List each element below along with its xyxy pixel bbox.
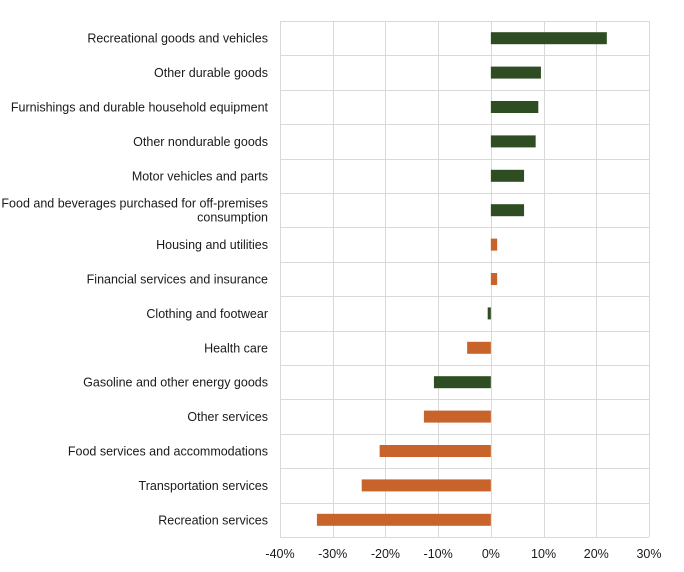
category-label: Food services and accommodations <box>68 445 268 459</box>
category-label: consumption <box>197 211 268 225</box>
category-label: Clothing and footwear <box>146 307 268 321</box>
gridlines <box>280 21 650 538</box>
category-label: Motor vehicles and parts <box>132 169 268 183</box>
x-tick-label: -40% <box>265 547 294 561</box>
category-label: Recreation services <box>158 513 268 527</box>
x-tick-label: 0% <box>482 547 500 561</box>
category-label: Financial services and insurance <box>87 273 268 287</box>
category-label: Transportation services <box>139 479 268 493</box>
x-tick-label: 30% <box>636 547 661 561</box>
bar <box>490 204 525 217</box>
bars <box>316 32 607 526</box>
bar <box>490 66 541 79</box>
bar <box>423 410 491 423</box>
category-labels: Recreational goods and vehicles Other dur… <box>1 32 268 528</box>
category-label: Other nondurable goods <box>133 135 268 149</box>
bar <box>490 101 539 113</box>
bar <box>467 341 491 354</box>
bar <box>490 32 607 45</box>
bar <box>490 238 498 251</box>
bar <box>490 169 525 182</box>
x-tick-label: 10% <box>531 547 556 561</box>
bar <box>490 135 536 148</box>
x-tick-label: 20% <box>584 547 609 561</box>
x-tick-label: -30% <box>318 547 347 561</box>
x-tick-label: -20% <box>371 547 400 561</box>
bar <box>379 445 491 457</box>
bar <box>316 513 491 526</box>
category-label: Gasoline and other energy goods <box>83 376 268 390</box>
bar <box>490 273 498 285</box>
x-tick-label: -10% <box>424 547 453 561</box>
x-tick-labels: -40% -30% -20% -10% 0% 10% 20% 30% <box>265 547 661 561</box>
bar <box>361 479 491 492</box>
category-label: Health care <box>204 341 268 355</box>
bar <box>433 376 491 389</box>
category-label: Other services <box>187 410 268 424</box>
category-label: Food and beverages purchased for off-pre… <box>1 197 268 211</box>
bar <box>487 307 491 320</box>
category-label: Furnishings and durable household equipm… <box>11 101 269 115</box>
category-label: Other durable goods <box>154 66 268 80</box>
category-label: Housing and utilities <box>156 238 268 252</box>
category-label: Recreational goods and vehicles <box>87 32 268 46</box>
